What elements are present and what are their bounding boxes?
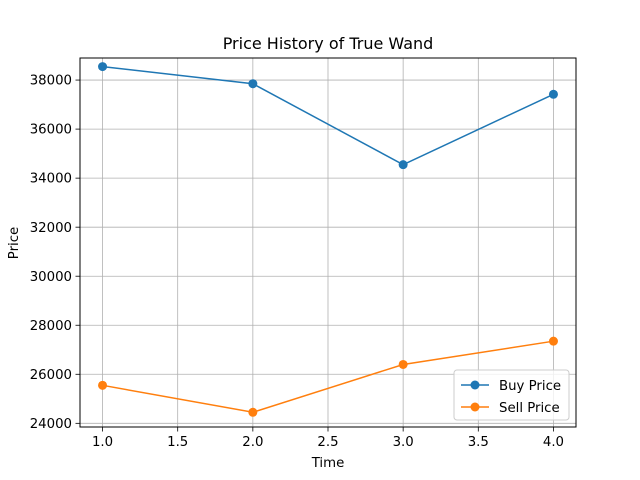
data-point-buy-price [248,79,258,89]
grid [80,58,576,427]
legend-label-buy: Buy Price [499,379,561,394]
data-point-buy-price [548,89,558,99]
x-tick-label: 2.0 [242,435,263,450]
y-tick-label: 36000 [30,123,72,138]
chart-title: Price History of True Wand [223,34,434,53]
legend-marker-sell [470,402,480,412]
data-point-buy-price [98,62,108,72]
y-tick-label: 34000 [30,172,72,187]
data-point-sell-price [398,359,408,369]
series-line-buy-price [102,65,554,166]
series-line-sell-price [102,340,554,414]
x-axis-label: Time [311,456,345,471]
data-point-sell-price [548,336,558,346]
x-tick-label: 1.0 [92,435,113,450]
y-tick-label: 30000 [30,270,72,285]
x-axis-ticks: 1.0 1.5 2.0 2.5 3.0 3.5 4.0 [92,427,564,450]
series-layer [98,62,558,417]
y-axis-ticks: 24000 26000 28000 30000 32000 34000 36000 38000 [30,74,80,432]
data-point-sell-price [98,380,108,390]
y-tick-label: 32000 [30,221,72,236]
x-tick-label: 3.0 [393,435,414,450]
data-point-buy-price [398,160,408,170]
legend: Buy Price Sell Price [453,369,570,421]
y-tick-label: 26000 [30,368,72,383]
y-tick-label: 38000 [30,74,72,89]
x-tick-label: 1.5 [167,435,188,450]
legend-marker-buy [470,380,480,390]
data-point-sell-price [248,407,258,417]
y-tick-label: 28000 [30,319,72,334]
x-tick-label: 2.5 [317,435,338,450]
y-tick-label: 24000 [30,417,72,432]
x-tick-label: 4.0 [543,435,564,450]
y-axis-label: Price [7,227,22,259]
legend-label-sell: Sell Price [499,401,560,416]
x-tick-label: 3.5 [468,435,489,450]
